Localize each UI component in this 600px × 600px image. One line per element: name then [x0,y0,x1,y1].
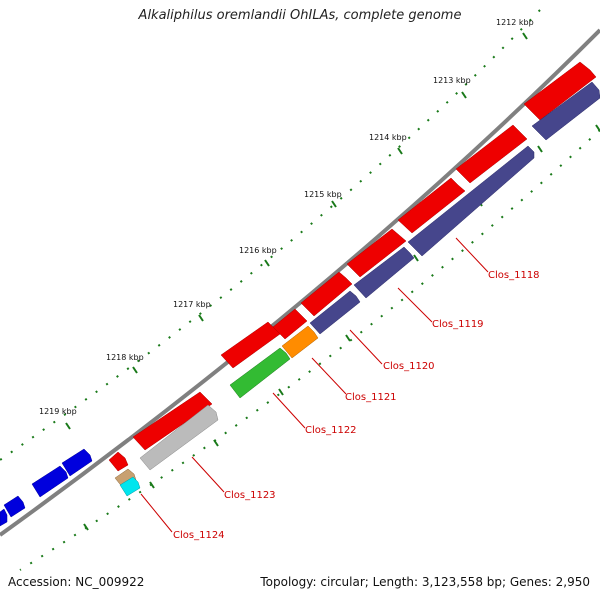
gene-label-clos-1119[interactable]: Clos_1119 [432,319,484,330]
tick-mark [132,366,138,374]
tick-label: 1219 kbp [39,407,77,416]
tick-label: 1216 kbp [239,246,277,255]
tick-label: 1214 kbp [369,133,407,142]
tick-mark [278,388,284,396]
tick-mark [198,314,204,322]
accession-text: Accession: NC_009922 [8,575,145,589]
gene-label-clos-1124[interactable]: Clos_1124 [173,530,225,541]
gene-feature-reverse[interactable] [407,145,535,257]
tick-mark [595,124,600,132]
tick-labels: 1212 kbp 1213 kbp 1214 kbp 1215 kbp 1216… [39,18,534,416]
leader-line [397,287,433,323]
tick-label: 1217 kbp [173,300,211,309]
forward-strand-genes [108,61,597,472]
gene-label-clos-1121[interactable]: Clos_1121 [345,392,397,403]
gene-feature-reverse[interactable] [309,290,361,335]
gene-feature-orange[interactable] [281,325,319,359]
gene-feature-cyan[interactable] [119,476,141,497]
gene-feature-forward[interactable] [300,271,353,317]
tick-mark [345,334,351,342]
tick-mark [83,523,89,531]
tick-label: 1213 kbp [433,76,471,85]
tick-mark [149,481,155,489]
tick-mark [264,259,270,267]
tick-mark [413,254,419,262]
leader-line [349,329,383,365]
label-leader-lines [140,237,489,533]
gene-feature-forward[interactable] [455,124,528,184]
gene-label-clos-1122[interactable]: Clos_1122 [305,425,357,436]
tick-mark [537,145,543,153]
gene-feature-blue[interactable] [0,508,8,527]
gene-feature-forward[interactable] [272,308,308,340]
map-title: Alkaliphilus oremlandii OhILAs, complete… [138,8,462,23]
tick-mark [397,147,403,155]
gene-feature-blue[interactable] [61,448,93,477]
tick-mark [65,422,71,430]
gene-feature-forward[interactable] [523,61,597,121]
tick-mark [522,32,528,40]
tick-label: 1212 kbp [496,18,534,27]
gene-feature-gray[interactable] [139,404,219,471]
gene-labels: Clos_1118 Clos_1119 Clos_1120 Clos_1121 … [173,270,540,541]
leader-line [191,456,225,493]
genome-backbone [0,28,600,537]
gene-feature-forward[interactable] [132,391,213,451]
gene-feature-forward[interactable] [108,451,129,472]
outer-dotted-ring [0,9,541,461]
gene-label-clos-1120[interactable]: Clos_1120 [383,361,435,372]
tick-mark [331,200,337,208]
leader-line [272,392,306,429]
leader-line [140,493,173,533]
reverse-strand-genes [309,81,600,335]
gene-feature-reverse[interactable] [353,246,415,299]
gene-feature-forward[interactable] [397,177,466,234]
gene-feature-green[interactable] [229,347,291,399]
leader-line [311,357,347,395]
blue-genes [0,448,93,527]
tick-mark [461,91,467,99]
gene-feature-forward[interactable] [220,321,281,369]
gene-label-clos-1118[interactable]: Clos_1118 [488,270,540,281]
tick-label: 1215 kbp [304,190,342,199]
tick-label: 1218 kbp [106,353,144,362]
tick-mark [213,439,219,447]
gene-feature-forward[interactable] [346,228,407,278]
gene-feature-blue[interactable] [31,465,69,498]
gene-feature-blue[interactable] [3,495,26,518]
gene-label-clos-1123[interactable]: Clos_1123 [224,490,276,501]
genome-summary-text: Topology: circular; Length: 3,123,558 bp… [260,575,590,589]
leader-line [455,237,489,273]
